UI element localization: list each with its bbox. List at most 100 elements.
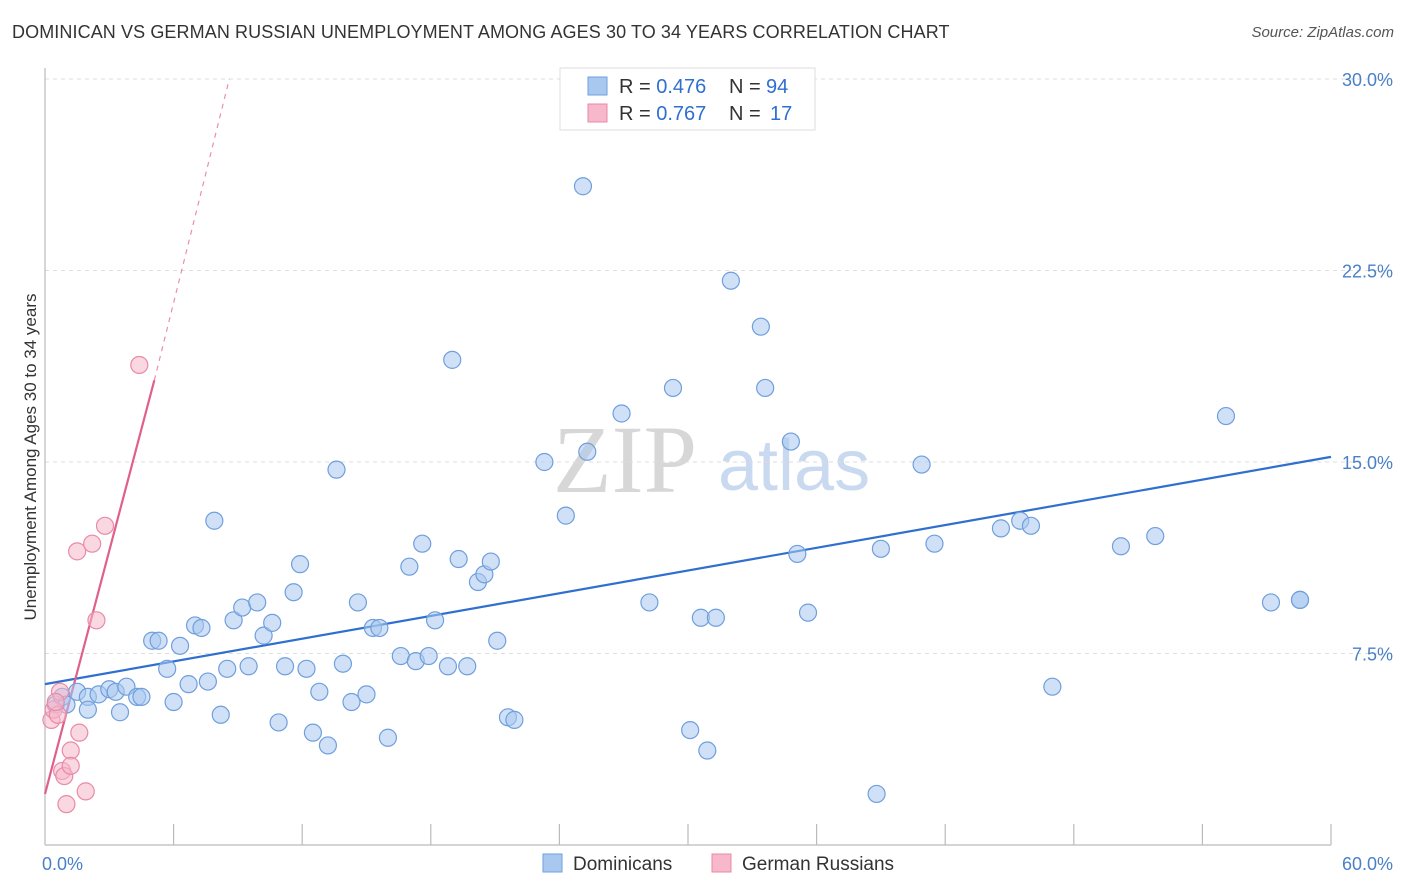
- dominicans-point: [192, 618, 211, 638]
- dominicans-point: [535, 452, 554, 472]
- dominicans-point: [925, 534, 944, 553]
- dominicans-point: [751, 317, 770, 336]
- german-russians-point: [61, 741, 80, 760]
- dominicans-point: [458, 657, 477, 676]
- german-russians-point: [57, 795, 76, 814]
- dominicans-points: [46, 177, 1310, 804]
- watermark: ZIP atlas: [553, 406, 870, 513]
- gridlines: [45, 78, 1392, 654]
- german-russians-trend-extension: [153, 78, 230, 381]
- dominicans-point: [333, 654, 353, 673]
- dominicans-point: [438, 657, 458, 676]
- dominicans-point: [269, 713, 288, 732]
- dominicans-point: [706, 608, 725, 627]
- dominicans-point: [378, 728, 398, 747]
- legend-swatch-dominicans: [587, 76, 608, 96]
- y-tick-label: 15.0%: [1342, 453, 1393, 473]
- dominicans-point: [400, 557, 419, 576]
- dominicans-point: [357, 685, 376, 704]
- dominicans-point: [310, 682, 329, 701]
- dominicans-point: [149, 631, 168, 650]
- dominicans-point: [1216, 406, 1236, 426]
- dominicans-point: [198, 672, 217, 691]
- german-russians-point: [87, 611, 106, 630]
- y-axis-tick-labels: 7.5% 15.0% 22.5% 30.0%: [1342, 70, 1393, 665]
- series-legend-dominicans: Dominicans: [573, 854, 672, 875]
- dominicans-point: [756, 378, 775, 398]
- german-russians-point: [46, 692, 65, 712]
- dominicans-point: [488, 631, 507, 650]
- dominicans-point: [443, 350, 462, 369]
- legend-n-value-2: 17: [770, 103, 792, 125]
- series-legend: Dominicans German Russians: [542, 853, 894, 875]
- dominicans-point: [1290, 590, 1310, 609]
- legend-r-label-2: R =: [619, 103, 656, 125]
- dominicans-point: [110, 703, 130, 722]
- dominicans-point: [284, 583, 303, 602]
- dominicans-point: [248, 593, 267, 612]
- dominicans-point: [275, 657, 295, 676]
- legend-row-2: R = 0.767: [619, 103, 706, 125]
- y-tick-label: 30.0%: [1342, 70, 1393, 90]
- dominicans-point: [370, 618, 389, 638]
- dominicans-point: [871, 539, 891, 558]
- dominicans-point: [211, 705, 230, 724]
- german-russians-point: [68, 542, 87, 561]
- series-legend-german-russians: German Russians: [742, 854, 894, 875]
- x-tick-label: 0.0%: [42, 854, 83, 874]
- legend-r-value-2: 0.767: [656, 103, 706, 125]
- dominicans-point: [224, 611, 243, 630]
- german-russians-point: [70, 723, 89, 742]
- dominicans-point: [663, 378, 683, 398]
- legend-r-value-1: 0.476: [656, 76, 706, 98]
- german-russians-points: [42, 355, 149, 814]
- dominicans-point: [303, 723, 323, 742]
- dominicans-point: [239, 657, 258, 676]
- trend-lines: [43, 78, 1332, 795]
- dominicans-point: [991, 519, 1011, 538]
- dominicans-point: [578, 442, 597, 461]
- legend-r-label-1: R =: [619, 76, 656, 98]
- dominicans-point: [164, 692, 183, 712]
- german-russians-point: [76, 782, 95, 801]
- dominicans-point: [505, 710, 524, 729]
- legend-n-value-1: 94: [766, 76, 788, 98]
- dominicans-point: [327, 460, 346, 479]
- y-tick-label: 7.5%: [1352, 645, 1393, 665]
- dominicans-point: [297, 659, 316, 678]
- german-russians-point: [83, 534, 102, 553]
- dominicans-point: [573, 177, 593, 196]
- dominicans-point: [1146, 526, 1165, 546]
- dominicans-point: [721, 271, 740, 290]
- dominicans-point: [132, 687, 151, 707]
- dominicans-point: [788, 544, 807, 564]
- dominicans-point: [318, 736, 338, 755]
- watermark-zip: ZIP: [553, 406, 697, 513]
- dominicans-point: [170, 636, 190, 655]
- german-russians-point: [130, 355, 149, 375]
- chart-title: DOMINICAN VS GERMAN RUSSIAN UNEMPLOYMENT…: [12, 22, 950, 42]
- dominicans-point: [342, 692, 361, 712]
- x-axis-ticks: [173, 824, 1332, 845]
- dominicans-point: [449, 549, 468, 569]
- dominicans-point: [290, 555, 310, 574]
- stats-legend: R = 0.476 N = 94 R = 0.767 N = 17: [559, 67, 816, 131]
- dominicans-point: [254, 626, 273, 645]
- german-russians-trend-line: [43, 380, 156, 795]
- dominicans-point: [78, 700, 97, 719]
- dominicans-point: [681, 720, 700, 740]
- dominicans-point: [1021, 516, 1041, 535]
- dominicans-point: [698, 741, 717, 760]
- dominicans-point: [912, 455, 931, 474]
- dominicans-point: [179, 675, 198, 694]
- dominicans-point: [1043, 677, 1062, 696]
- x-axis-tick-labels: 0.0% 60.0%: [42, 854, 1393, 874]
- legend-n-label-1: N =: [729, 76, 761, 98]
- dominicans-point: [867, 784, 886, 804]
- dominicans-point: [425, 611, 445, 630]
- dominicans-point: [781, 432, 800, 451]
- dominicans-trend-line: [44, 455, 1332, 686]
- dominicans-point: [413, 534, 432, 553]
- dominicans-point: [612, 404, 631, 423]
